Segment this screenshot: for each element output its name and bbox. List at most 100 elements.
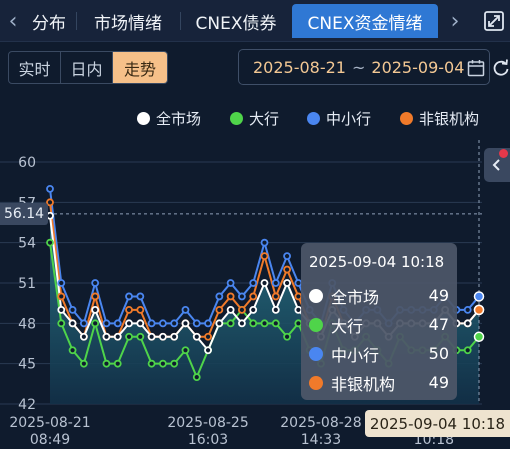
date-separator: ~ [351,57,366,77]
data-point [192,332,201,341]
tooltip-dot [309,288,323,303]
tooltip-series-value: 49 [428,373,449,392]
data-point [102,332,111,341]
date-range-picker[interactable]: 2025-08-21 ~ 2025-09-04 [238,49,490,85]
tab-scroll-left-icon[interactable]: ‹ [8,8,18,34]
refresh-icon[interactable] [492,58,510,78]
tab-scroll-right-icon[interactable]: › [450,8,460,34]
date-end: 2025-09-04 [371,57,465,77]
tooltip-series-name: 中小行 [331,345,380,365]
x-tick-label: 08:49 [30,432,70,448]
data-point [463,319,472,328]
tooltip-row-small-banks: 中小行 50 [309,339,449,368]
data-point [136,332,145,341]
data-point [181,319,190,328]
tab-divider [76,12,77,30]
legend-label: 全市场 [156,109,202,128]
legend-dot [230,111,243,125]
x-tick-label: 2025-08-28 [280,415,361,431]
mode-intraday-button[interactable]: 日内 [61,52,113,83]
data-point [204,332,212,341]
data-point [91,279,100,287]
data-point [215,319,224,328]
tab-divider [180,12,181,30]
tab-cnex-fund-sentiment[interactable]: CNEX资金情绪 [292,4,438,38]
legend-item-big-banks[interactable]: 大行 [230,108,279,128]
data-point [68,346,77,355]
data-point [226,305,235,314]
data-point [170,319,179,328]
tooltip-dot [309,317,323,332]
data-point [226,319,235,328]
tooltip-series-value: 49 [428,286,449,305]
data-point [79,359,88,368]
mode-trend-button[interactable]: 走势 [113,52,167,83]
tooltip-row-big-banks: 大行 47 [309,310,449,339]
data-point [125,305,133,314]
data-point [46,198,54,207]
x-tick-label: 2025-08-25 [167,415,248,431]
highlight-point [473,291,485,302]
data-point [125,319,133,328]
tooltip-series-name: 大行 [331,316,364,336]
data-point [249,279,258,287]
legend-item-all-market[interactable]: 全市场 [137,108,201,128]
data-point [136,319,145,328]
data-point [463,305,472,314]
tooltip-dot [309,375,323,390]
data-point [147,319,156,328]
data-point [46,238,54,247]
side-panel-toggle[interactable] [484,148,510,182]
data-point [79,319,88,328]
data-point [260,238,269,247]
data-point [158,332,167,341]
data-point [238,305,246,314]
data-point [102,319,111,328]
tooltip-row-non-bank: 非银机构 49 [309,368,449,397]
data-point [249,319,258,328]
data-point [57,292,66,301]
data-point [136,292,145,301]
data-point [271,292,280,301]
data-point [463,346,472,355]
data-point [57,279,66,287]
data-point [91,305,100,314]
mode-selector: 实时 日内 走势 [8,51,168,84]
expand-icon[interactable] [484,11,504,31]
data-point [249,292,258,301]
data-point [260,319,269,328]
x-tick-label: 16:03 [188,432,228,448]
mode-realtime-button[interactable]: 实时 [9,52,61,83]
data-point [215,305,224,314]
tab-cnex-bond[interactable]: CNEX债券 [195,13,277,34]
data-point [125,292,133,301]
data-point [215,292,224,301]
y-tick-label: 60 [18,155,36,171]
legend-item-small-banks[interactable]: 中小行 [307,108,371,128]
legend-item-non-bank[interactable]: 非银机构 [400,108,479,128]
tab-distribution[interactable]: 分布 [32,13,66,34]
data-point [147,332,156,341]
highlight-point [473,331,485,343]
date-start: 2025-08-21 [253,57,346,77]
y-tick-label: 54 [18,236,36,252]
tab-market-sentiment[interactable]: 市场情绪 [94,13,162,34]
y-tick-label: 45 [18,357,36,373]
data-point [102,359,111,368]
tooltip-series-value: 50 [428,344,449,363]
legend-dot [307,111,320,125]
data-point [204,319,212,328]
data-point [271,319,280,328]
data-point [271,305,280,314]
data-point [170,359,179,368]
data-point [260,252,269,261]
data-point [192,319,201,328]
y-tick-label: 51 [18,276,36,292]
data-point [226,292,235,301]
highlight-point [473,304,485,316]
data-point [158,359,167,368]
y-axis-pointer-label: 56.14 [0,203,48,225]
chart-tooltip: 2025-09-04 10:18 全市场 49 大行 47 中小行 50 非银机… [301,243,457,400]
calendar-icon[interactable] [467,59,485,77]
data-point [271,279,280,287]
